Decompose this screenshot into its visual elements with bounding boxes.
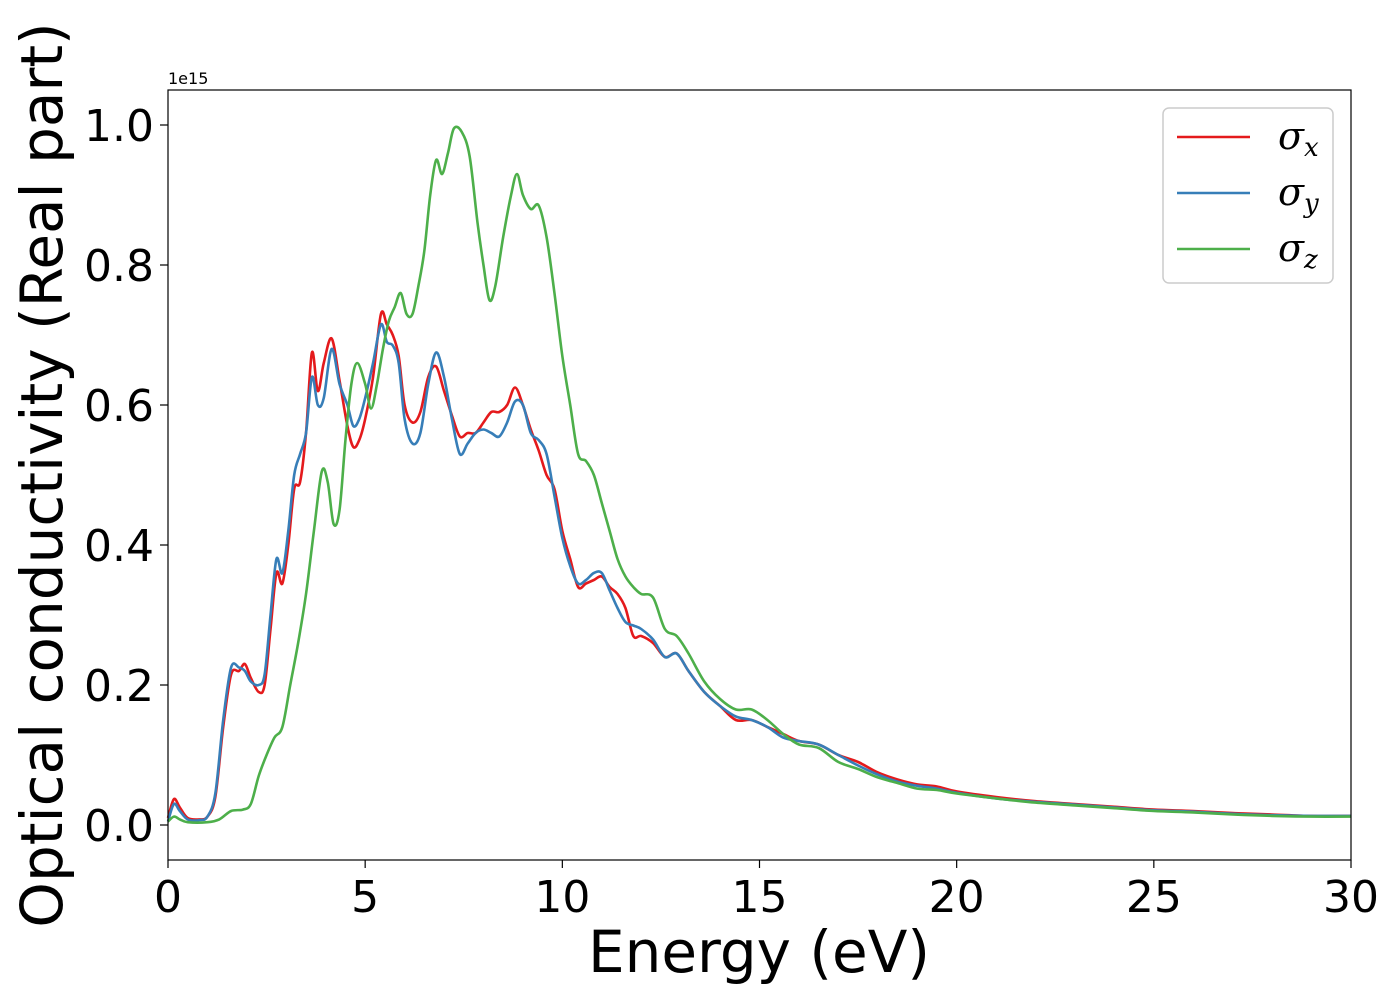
legend-label-sigma-y: σy [1278,170,1319,219]
legend-label-sigma-z: σz [1278,226,1318,275]
x-tick-label: 15 [732,872,788,923]
y-tick-label: 0.6 [84,381,154,432]
x-tick-label: 5 [351,872,379,923]
legend-box [1162,107,1334,284]
y-tick-label: 1.0 [84,101,154,152]
x-tick-label: 10 [534,872,590,923]
x-tick-label: 0 [154,872,182,923]
x-tick-label: 20 [929,872,985,923]
x-tick-label: 30 [1323,872,1379,923]
plot-area [168,90,1351,860]
y-tick-label: 0.2 [84,661,154,712]
legend-label-sigma-x: σx [1278,114,1319,163]
y-tick-label: 0.0 [84,801,154,852]
y-tick-label: 0.8 [84,241,154,292]
y-tick-label: 0.4 [84,521,154,572]
x-axis-title: Energy (eV) [588,918,930,986]
series-line-sigma-z [167,125,1352,824]
series-line-sigma-y [166,322,1352,822]
x-tick-label: 25 [1126,872,1182,923]
y-offset-label: 1e15 [168,69,208,88]
x-axis-ticks: 0 5 10 15 20 25 30 [154,860,1379,923]
y-axis-ticks: 0.0 0.2 0.4 0.6 0.8 1.0 [84,101,168,852]
y-axis-title: Optical conductivity (Real part) [8,22,76,927]
series-layer [166,125,1352,824]
legend: σx σy σz [1162,107,1334,284]
